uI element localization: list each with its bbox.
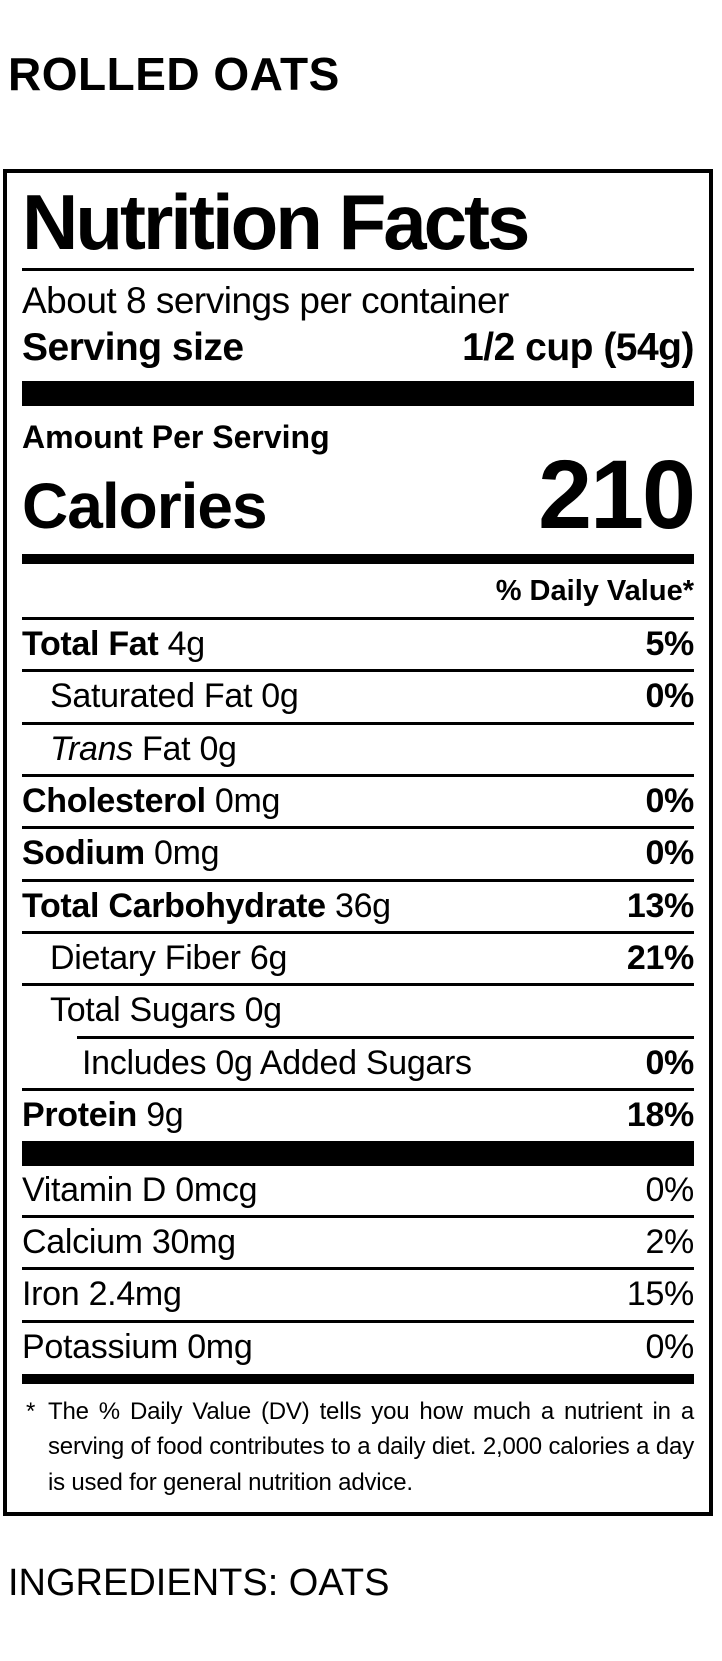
nutrient-name: Calcium 30mg <box>22 1223 236 1262</box>
nutrient-row: Cholesterol 0mg 0% <box>22 777 694 826</box>
nutrient-name: Total Sugars 0g <box>50 991 283 1030</box>
separator-rule <box>22 1088 694 1092</box>
calories-label: Calories <box>22 470 268 543</box>
nutrient-amount: 0mcg <box>175 1170 258 1209</box>
nutrient-name: Includes 0g Added Sugars <box>82 1043 472 1082</box>
nutrient-name: Saturated Fat 0g <box>50 677 299 716</box>
daily-value-percent: 5% <box>645 624 694 663</box>
thick-divider-bar <box>22 1140 694 1166</box>
separator-rule <box>22 773 694 777</box>
nutrient-row: Includes 0g Added Sugars 0% <box>22 1039 694 1088</box>
separator-rule <box>22 669 694 673</box>
ingredients-statement: INGREDIENTS: OATS <box>8 1562 390 1605</box>
daily-value-percent: 0% <box>645 1170 694 1209</box>
footnote-asterisk: * <box>26 1398 36 1426</box>
servings-per-container: About 8 servings per container <box>22 280 509 322</box>
medium-divider-bar <box>22 1374 694 1385</box>
separator-rule <box>77 1035 694 1039</box>
nutrient-amount: 0mg <box>214 781 281 820</box>
nutrient-amount: 30mg <box>151 1223 236 1262</box>
nutrient-name: Potassium 0mg <box>22 1327 253 1366</box>
nutrient-amount: 36g <box>334 886 391 925</box>
nutrient-name: Iron 2.4mg <box>22 1275 182 1314</box>
nutrient-amount: 0g <box>199 729 237 768</box>
nutrient-amount: 4g <box>167 624 206 663</box>
nutrient-row: Saturated Fat 0g 0% <box>22 672 694 721</box>
nutrient-name: Protein 9g <box>22 1096 184 1135</box>
separator-rule <box>22 616 694 620</box>
calories-row: Calories 210 <box>22 440 696 550</box>
nutrient-row: Total Fat 4g 5% <box>22 620 694 669</box>
nutrient-row: Sodium 0mg 0% <box>22 829 694 878</box>
daily-value-percent: 0% <box>645 1043 694 1082</box>
nutrient-row: Total Sugars 0g <box>22 986 694 1035</box>
separator-rule <box>22 1215 694 1219</box>
daily-value-footnote: * The % Daily Value (DV) tells you how m… <box>22 1394 694 1500</box>
nutrient-name: Sodium 0mg <box>22 834 220 873</box>
daily-value-percent: 0% <box>645 834 694 873</box>
nutrient-name-italic-part: Trans <box>50 729 133 768</box>
nutrient-name: Total Fat 4g <box>22 624 206 663</box>
footnote-text: The % Daily Value (DV) tells you how muc… <box>48 1398 694 1496</box>
nutrient-amount: 0g <box>244 991 283 1030</box>
nutrient-amount: 0g <box>261 677 299 716</box>
nutrient-name: Cholesterol 0mg <box>22 781 281 820</box>
daily-value-percent: 21% <box>626 939 694 978</box>
nutrient-row: Dietary Fiber 6g 21% <box>22 934 694 983</box>
vitamin-row: Calcium 30mg 2% <box>22 1218 694 1267</box>
nutrient-amount: 0mg <box>187 1327 253 1366</box>
daily-value-percent: 15% <box>626 1275 694 1314</box>
serving-size-label: Serving size <box>22 325 244 369</box>
daily-value-percent: 2% <box>645 1223 694 1262</box>
medium-divider-bar <box>22 553 694 564</box>
nutrient-name: Total Carbohydrate 36g <box>22 886 391 925</box>
nutrition-facts-label: Nutrition Facts About 8 servings per con… <box>3 168 713 1517</box>
vitamin-row: Potassium 0mg 0% <box>22 1323 694 1372</box>
nutrient-amount: 2.4mg <box>88 1275 182 1314</box>
serving-size-value: 1/2 cup (54g) <box>462 325 694 369</box>
nutrient-rows: Total Fat 4g 5% Saturated Fat 0g 0% Trans Fat 0… <box>22 620 694 1141</box>
vitamin-rows: Vitamin D 0mcg 0% Calcium 30mg 2% Iron 2.4mg 15%… <box>22 1166 694 1373</box>
daily-value-percent: 13% <box>626 886 694 925</box>
nutrient-name: Vitamin D 0mcg <box>22 1170 258 1209</box>
separator-rule <box>22 1319 694 1323</box>
serving-size-row: Serving size 1/2 cup (54g) <box>22 326 694 371</box>
calories-value: 210 <box>538 440 696 550</box>
vitamin-row: Iron 2.4mg 15% <box>22 1270 694 1319</box>
daily-value-percent: 18% <box>626 1096 694 1135</box>
nutrient-row: Protein 9g 18% <box>22 1091 694 1140</box>
separator-rule <box>22 878 694 882</box>
thick-divider-bar <box>22 380 694 406</box>
nutrient-amount: 0mg <box>154 834 220 873</box>
separator-rule <box>22 983 694 987</box>
separator-rule <box>22 826 694 830</box>
nutrient-row: Total Carbohydrate 36g 13% <box>22 882 694 931</box>
product-title: ROLLED OATS <box>8 48 340 100</box>
daily-value-percent: 0% <box>645 677 694 716</box>
daily-value-header: % Daily Value* <box>495 574 694 607</box>
separator-rule <box>22 931 694 935</box>
nutrient-amount: 6g <box>249 939 288 978</box>
nutrition-facts-title: Nutrition Facts <box>22 177 530 266</box>
vitamin-row: Vitamin D 0mcg 0% <box>22 1166 694 1215</box>
nutrient-name: Trans Fat 0g <box>50 729 237 768</box>
separator-rule <box>22 1267 694 1271</box>
separator-rule <box>22 721 694 725</box>
separator-rule <box>22 268 694 272</box>
nutrient-amount: 9g <box>146 1096 184 1135</box>
nutrient-row: Trans Fat 0g <box>22 725 694 774</box>
daily-value-percent: 0% <box>645 781 694 820</box>
nutrient-name: Dietary Fiber 6g <box>50 939 288 978</box>
daily-value-percent: 0% <box>645 1327 694 1366</box>
amount-per-serving-label: Amount Per Serving <box>22 418 330 455</box>
